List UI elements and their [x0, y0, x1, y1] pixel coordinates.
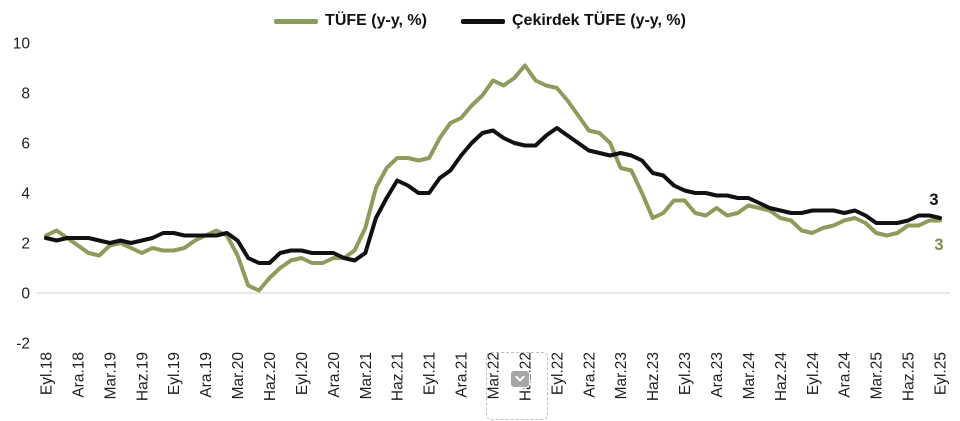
- x-axis-tick-label: Eyl.23: [677, 352, 694, 395]
- x-axis-tick-label: Mar.24: [741, 352, 758, 400]
- x-axis-tick-label: Eyl.25: [933, 352, 950, 395]
- x-axis-tick-label: Haz.23: [645, 352, 662, 401]
- x-axis-tick-label: Ara.23: [709, 352, 726, 398]
- x-axis-tick-label: Ara.24: [837, 352, 854, 398]
- legend-item-cekirdek: Çekirdek TÜFE (y-y, %): [460, 12, 686, 30]
- x-axis-tick-label: Mar.21: [358, 352, 375, 399]
- cekirdek-end-label: 3: [929, 191, 938, 209]
- y-axis-tick-label: 4: [21, 186, 30, 203]
- x-axis-tick-label: Eyl.19: [166, 352, 183, 395]
- y-axis-tick-label: 8: [21, 86, 30, 103]
- chart-legend: TÜFE (y-y, %) Çekirdek TÜFE (y-y, %): [0, 8, 960, 34]
- x-axis-tick-label: Eyl.18: [39, 352, 56, 395]
- x-axis-tick-label: Ara.19: [198, 352, 215, 398]
- x-axis-tick-label: Mar.25: [869, 352, 886, 399]
- tufe-line: [44, 63, 942, 293]
- legend-label-cekirdek: Çekirdek TÜFE (y-y, %): [511, 12, 686, 29]
- legend-label-tufe: TÜFE (y-y, %): [325, 12, 427, 29]
- y-axis-tick-label: -2: [16, 336, 30, 353]
- y-axis-tick-label: 2: [21, 236, 30, 253]
- cekirdek-line: [44, 126, 942, 265]
- y-axis-tick-label: 10: [13, 36, 31, 53]
- x-axis-tick-label: Mar.22: [486, 352, 503, 399]
- x-axis-tick-label: Haz.19: [134, 352, 151, 401]
- x-axis-tick-label: Eyl.22: [549, 352, 566, 395]
- x-axis-tick-label: Mar.19: [102, 352, 119, 399]
- chevron-down-icon: [515, 375, 525, 382]
- x-axis-tick-label: Eyl.20: [294, 352, 311, 395]
- x-axis-tick-label: Haz.21: [390, 352, 407, 401]
- x-axis-tick-label: Ara.22: [581, 352, 598, 398]
- axis-label-selection-box[interactable]: [486, 352, 548, 420]
- x-axis-tick-label: Ara.20: [326, 352, 343, 398]
- collapse-button[interactable]: [511, 371, 529, 387]
- y-axis-tick-label: 0: [21, 286, 30, 303]
- x-axis-tick-label: Haz.25: [901, 352, 918, 401]
- tufe-line-swatch: [274, 18, 319, 24]
- x-axis-tick-label: Eyl.24: [805, 352, 822, 395]
- x-axis-tick-label: Haz.20: [262, 352, 279, 401]
- x-axis-tick-label: Ara.18: [70, 352, 87, 398]
- y-axis-tick-label: 6: [21, 136, 30, 153]
- x-axis-tick-label: Mar.20: [230, 352, 247, 400]
- legend-item-tufe: TÜFE (y-y, %): [274, 12, 427, 30]
- x-axis-tick-label: Ara.21: [454, 352, 471, 398]
- x-axis-tick-label: Eyl.21: [422, 352, 439, 395]
- x-axis-tick-label: Mar.23: [613, 352, 630, 399]
- x-axis-tick-label: Haz.24: [773, 352, 790, 401]
- tufe-end-label: 3: [934, 236, 943, 254]
- cekirdek-line-swatch: [460, 18, 505, 24]
